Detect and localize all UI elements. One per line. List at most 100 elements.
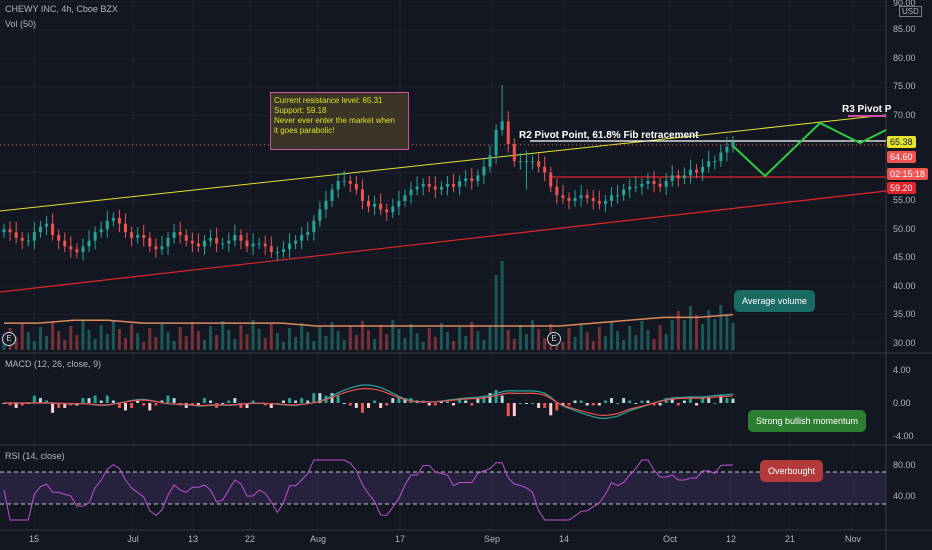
price-tick: 75.00 bbox=[893, 81, 916, 91]
volume-bar bbox=[281, 342, 285, 350]
macd-histogram-bar bbox=[494, 389, 498, 403]
volume-bar bbox=[616, 331, 620, 350]
candle-body bbox=[227, 240, 231, 244]
volume-bar bbox=[26, 332, 30, 350]
volume-bar bbox=[324, 336, 328, 350]
macd-histogram-bar bbox=[567, 403, 571, 406]
candle-body bbox=[263, 243, 267, 247]
candle-body bbox=[695, 169, 699, 173]
candle-body bbox=[409, 189, 413, 196]
time-tick: Jul bbox=[127, 534, 139, 544]
candle-body bbox=[543, 166, 547, 173]
earnings-marker[interactable]: E bbox=[547, 332, 561, 346]
volume-bar bbox=[239, 325, 243, 350]
macd-histogram-bar bbox=[616, 403, 620, 404]
volume-bar bbox=[257, 329, 261, 350]
candle-body bbox=[57, 235, 61, 241]
macd-histogram-bar bbox=[713, 403, 717, 404]
currency-badge[interactable]: USD bbox=[899, 6, 922, 17]
candle-body bbox=[342, 181, 346, 183]
time-tick: 17 bbox=[394, 534, 406, 544]
candle-body bbox=[20, 237, 24, 241]
volume-bar bbox=[506, 330, 510, 350]
candle-body bbox=[202, 240, 206, 247]
volume-bar bbox=[373, 339, 377, 350]
volume-bar bbox=[433, 337, 437, 350]
volume-bar bbox=[75, 335, 79, 350]
candle-body bbox=[628, 186, 632, 190]
macd-tick: 0.00 bbox=[893, 398, 911, 408]
volume-indicator-title: Vol (50) bbox=[5, 19, 37, 29]
candle-body bbox=[124, 223, 127, 233]
candle-body bbox=[336, 181, 340, 190]
candle-body bbox=[45, 223, 49, 227]
volume-bar bbox=[354, 335, 358, 350]
volume-bar bbox=[69, 326, 73, 350]
candle-body bbox=[415, 186, 419, 190]
volume-bar bbox=[646, 330, 650, 350]
candle-body bbox=[622, 189, 626, 196]
rsi-band bbox=[0, 472, 886, 504]
volume-bar bbox=[111, 320, 115, 350]
macd-histogram-bar bbox=[652, 403, 656, 406]
volume-bar bbox=[215, 335, 219, 350]
candle-body bbox=[367, 200, 370, 207]
candle-body bbox=[288, 243, 292, 250]
candle-body bbox=[324, 200, 328, 210]
candle-body bbox=[75, 249, 79, 253]
candle-body bbox=[233, 235, 237, 241]
candle-body bbox=[597, 200, 601, 204]
price-tick: 50.00 bbox=[893, 224, 916, 234]
macd-histogram-bar bbox=[452, 403, 456, 406]
candle-body bbox=[354, 183, 358, 190]
bullish-momentum-callout[interactable]: Strong bullish momentum bbox=[748, 410, 867, 432]
candle-body bbox=[38, 226, 42, 233]
price-tick: 70.00 bbox=[893, 110, 916, 120]
candle-body bbox=[130, 232, 134, 238]
candle-body bbox=[275, 252, 279, 254]
candle-body bbox=[658, 183, 662, 187]
time-tick: Aug bbox=[309, 534, 327, 544]
macd-histogram-bar bbox=[57, 403, 61, 408]
volume-bar bbox=[318, 327, 322, 350]
candle-body bbox=[640, 183, 644, 187]
volume-bar bbox=[409, 324, 413, 350]
average-volume-callout[interactable]: Average volume bbox=[734, 290, 815, 312]
macd-histogram-bar bbox=[531, 403, 535, 404]
candle-body bbox=[312, 220, 316, 233]
candle-body bbox=[51, 223, 55, 236]
macd-histogram-bar bbox=[488, 393, 492, 403]
macd-histogram-bar bbox=[579, 400, 583, 403]
macd-histogram-bar bbox=[682, 400, 686, 403]
macd-histogram-bar bbox=[500, 395, 504, 403]
volume-bar bbox=[415, 333, 419, 350]
volume-bar bbox=[670, 320, 674, 350]
volume-bar bbox=[512, 339, 516, 350]
volume-bar bbox=[178, 327, 182, 350]
rsi-tick: 80.00 bbox=[893, 460, 916, 470]
overbought-callout[interactable]: Overbought bbox=[760, 460, 824, 482]
volume-bar bbox=[500, 261, 504, 350]
candle-body bbox=[209, 237, 213, 241]
earnings-marker[interactable]: E bbox=[2, 332, 16, 346]
candle-body bbox=[117, 217, 121, 224]
macd-histogram-bar bbox=[512, 403, 516, 417]
volume-bar bbox=[652, 339, 656, 350]
volume-bar bbox=[543, 338, 547, 350]
price-tick: 45.00 bbox=[893, 252, 916, 262]
macd-histogram-bar bbox=[464, 400, 468, 403]
volume-bar bbox=[628, 326, 632, 350]
volume-bar bbox=[154, 337, 158, 350]
volume-bar bbox=[336, 331, 340, 350]
candle-body bbox=[306, 232, 310, 236]
volume-bar bbox=[209, 326, 213, 350]
analysis-note[interactable]: Current resistance level: 65.31 Support:… bbox=[270, 92, 409, 150]
volume-bar bbox=[579, 323, 583, 350]
volume-bar bbox=[488, 326, 492, 350]
candle-body bbox=[300, 235, 304, 241]
macd-histogram-bar bbox=[300, 398, 304, 403]
macd-tick: -4.00 bbox=[893, 431, 914, 441]
candle-body bbox=[670, 175, 674, 182]
volume-bar bbox=[427, 328, 431, 350]
